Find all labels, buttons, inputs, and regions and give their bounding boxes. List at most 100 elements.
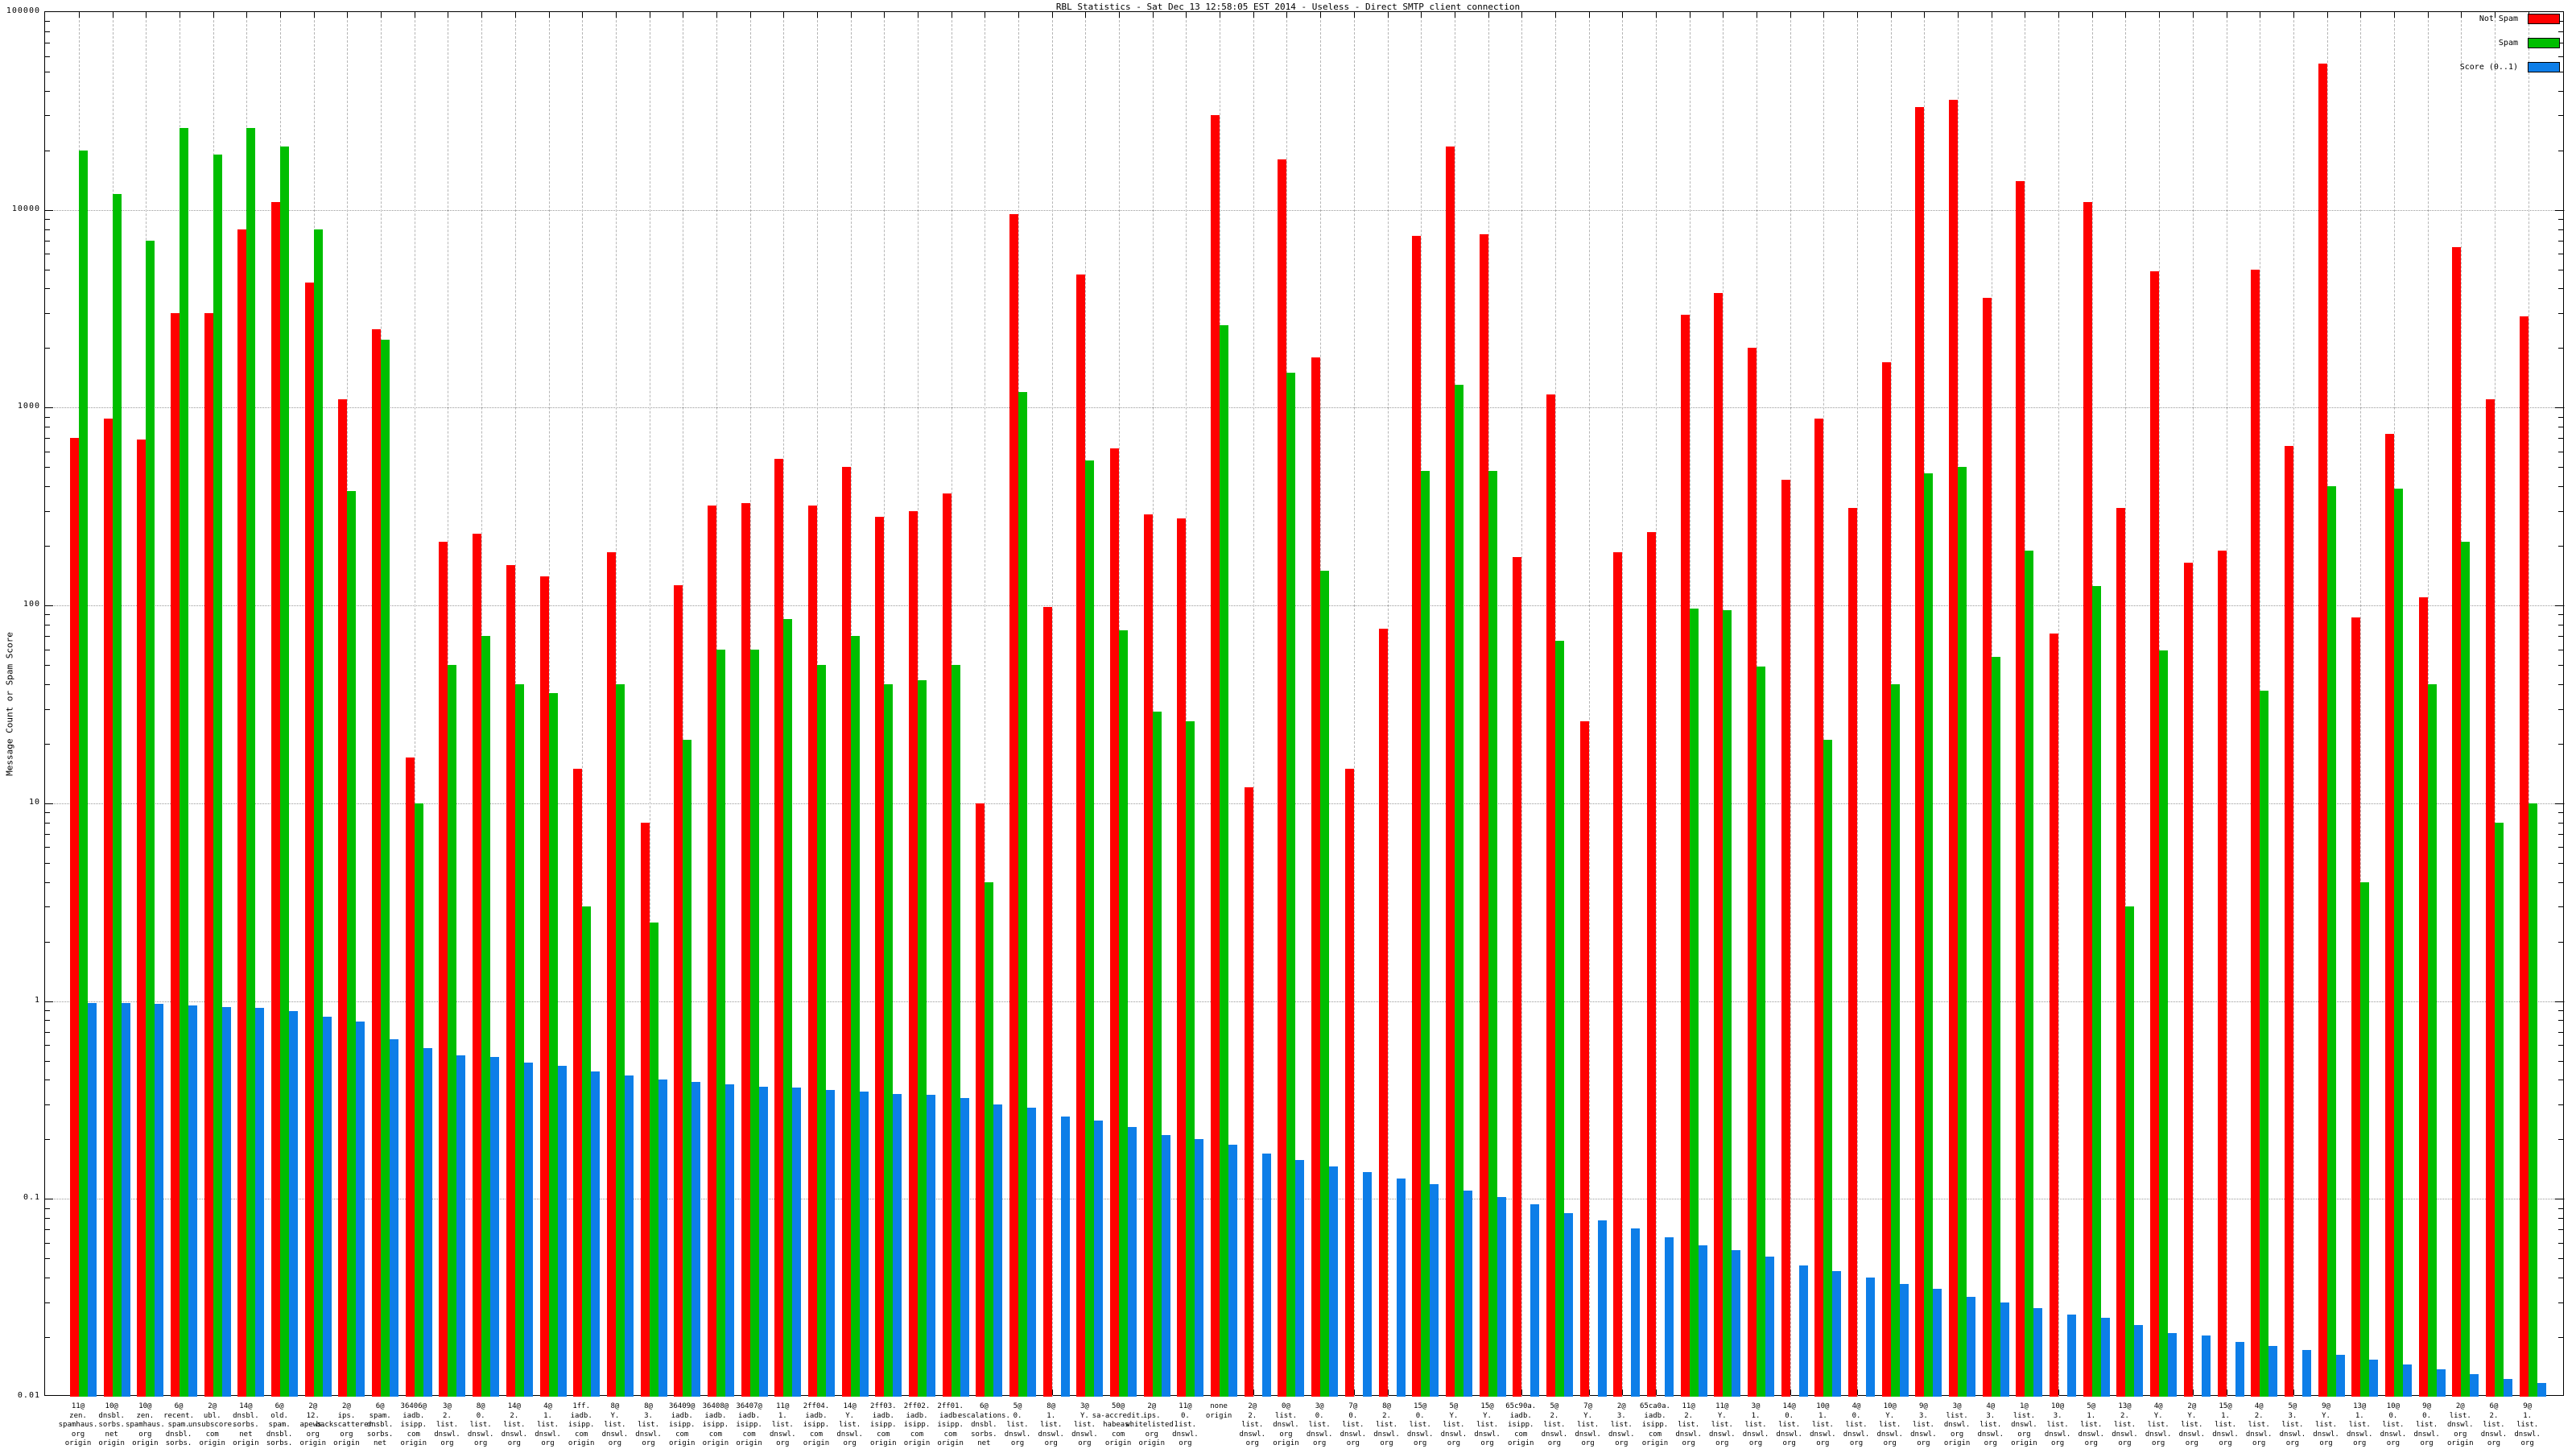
x-tick-top bbox=[2159, 12, 2161, 18]
group-gridline bbox=[2293, 12, 2294, 1397]
bar-score bbox=[2268, 1346, 2278, 1397]
bar-spam bbox=[2260, 691, 2269, 1397]
y-minor-tick-left bbox=[45, 348, 50, 349]
bar-spam bbox=[381, 340, 390, 1397]
y-minor-tick-right bbox=[2558, 1139, 2563, 1141]
bar-score bbox=[121, 1002, 130, 1397]
x-tick-label: 36408@ iadb. isipp. com origin bbox=[702, 1402, 729, 1447]
bar-score bbox=[2000, 1302, 2009, 1397]
y-tick-label: 10 bbox=[28, 797, 40, 807]
y-minor-tick-right bbox=[2558, 288, 2563, 290]
bar-not-spam bbox=[1211, 115, 1220, 1397]
y-minor-tick-right bbox=[2558, 708, 2563, 710]
bar-spam bbox=[1119, 630, 1129, 1397]
bar-not-spam bbox=[1881, 361, 1891, 1397]
y-minor-tick-right bbox=[2558, 1218, 2563, 1220]
x-tick-label: 10@ dnsbl. sorbs. net origin bbox=[98, 1402, 125, 1447]
bar-score bbox=[289, 1011, 299, 1397]
bar-score bbox=[2470, 1374, 2479, 1397]
bar-not-spam bbox=[2384, 433, 2394, 1397]
bar-spam bbox=[749, 649, 759, 1397]
y-minor-tick-left bbox=[45, 1229, 50, 1231]
x-tick-label: 0@ list. dnswl. org origin bbox=[1273, 1402, 1299, 1447]
x-tick-top bbox=[313, 12, 315, 18]
bar-spam bbox=[246, 127, 256, 1397]
x-tick-top bbox=[918, 12, 919, 18]
x-tick-bottom bbox=[2293, 1389, 2294, 1395]
x-tick-bottom bbox=[1655, 1389, 1657, 1395]
y-minor-tick-left bbox=[45, 1302, 50, 1303]
bar-spam bbox=[2159, 650, 2169, 1397]
bar-spam bbox=[2091, 586, 2101, 1397]
bar-score bbox=[155, 1003, 164, 1397]
bar-not-spam bbox=[573, 768, 583, 1397]
x-tick-label: 36406@ iadb. isipp. com origin bbox=[400, 1402, 427, 1447]
bar-not-spam bbox=[1680, 314, 1690, 1397]
y-minor-tick-right bbox=[2558, 486, 2563, 488]
bar-not-spam bbox=[606, 552, 616, 1397]
x-tick-top bbox=[1554, 12, 1556, 18]
bar-spam bbox=[180, 127, 189, 1397]
y-minor-tick-left bbox=[45, 288, 50, 290]
bar-spam bbox=[816, 665, 826, 1397]
bar-score bbox=[624, 1075, 634, 1397]
legend-item: Not Spam bbox=[2383, 14, 2568, 25]
bar-score bbox=[2235, 1341, 2244, 1397]
bar-not-spam bbox=[506, 564, 515, 1397]
x-tick-top bbox=[884, 12, 886, 18]
x-tick-bottom bbox=[1051, 1389, 1053, 1395]
y-major-tick-left bbox=[45, 803, 53, 804]
bar-not-spam bbox=[1579, 720, 1589, 1397]
y-minor-tick-right bbox=[2558, 1229, 2563, 1231]
x-tick-top bbox=[1488, 12, 1489, 18]
x-tick-top bbox=[1387, 12, 1389, 18]
x-tick-top bbox=[1186, 12, 1187, 18]
group-gridline bbox=[2494, 12, 2496, 1397]
bar-not-spam bbox=[204, 313, 213, 1397]
bar-score bbox=[2201, 1335, 2211, 1397]
y-minor-tick-left bbox=[45, 941, 50, 943]
bar-spam bbox=[918, 679, 927, 1397]
x-tick-label: 36409@ iadb. isipp. com origin bbox=[668, 1402, 696, 1447]
bar-score bbox=[523, 1062, 533, 1397]
y-minor-tick-left bbox=[45, 683, 50, 685]
x-tick-label: 65ca0a. iadb. isipp. com origin bbox=[1639, 1402, 1670, 1447]
bar-score bbox=[1362, 1172, 1372, 1397]
bar-spam bbox=[347, 490, 357, 1397]
x-tick-label: 2@ list. dnswl. org origin bbox=[2447, 1402, 2474, 1447]
x-tick-label: 2@ ips. backscatterer. org origin bbox=[316, 1402, 378, 1447]
bar-score bbox=[1060, 1117, 1070, 1397]
bar-score bbox=[1631, 1228, 1641, 1397]
y-minor-tick-right bbox=[2558, 31, 2563, 32]
bar-score bbox=[859, 1091, 869, 1397]
y-minor-tick-right bbox=[2558, 1104, 2563, 1106]
bar-score bbox=[1899, 1284, 1909, 1397]
x-tick-top bbox=[2091, 12, 2093, 18]
bar-spam bbox=[985, 881, 994, 1397]
bar-not-spam bbox=[1613, 552, 1623, 1397]
bar-spam bbox=[649, 922, 658, 1397]
bar-score bbox=[691, 1082, 701, 1397]
bar-score bbox=[927, 1095, 935, 1397]
bar-spam bbox=[850, 636, 860, 1397]
bar-spam bbox=[2393, 488, 2403, 1397]
y-major-tick-left bbox=[45, 407, 53, 409]
x-tick-top bbox=[2393, 12, 2395, 18]
bar-not-spam bbox=[1344, 768, 1354, 1397]
bar-score bbox=[1664, 1236, 1674, 1397]
y-minor-tick-left bbox=[45, 486, 50, 488]
y-minor-tick-left bbox=[45, 812, 50, 814]
bar-not-spam bbox=[875, 517, 885, 1397]
y-minor-tick-right bbox=[2558, 115, 2563, 117]
x-tick-top bbox=[2125, 12, 2127, 18]
bar-not-spam bbox=[2050, 634, 2059, 1397]
bar-score bbox=[724, 1084, 734, 1397]
y-minor-tick-right bbox=[2558, 941, 2563, 943]
bar-score bbox=[1832, 1271, 1842, 1397]
bar-spam bbox=[582, 906, 592, 1397]
bar-not-spam bbox=[1009, 214, 1019, 1397]
x-tick-bottom bbox=[1622, 1389, 1624, 1395]
bar-score bbox=[2033, 1308, 2043, 1397]
bar-not-spam bbox=[2485, 399, 2495, 1397]
bar-score bbox=[1798, 1265, 1808, 1397]
